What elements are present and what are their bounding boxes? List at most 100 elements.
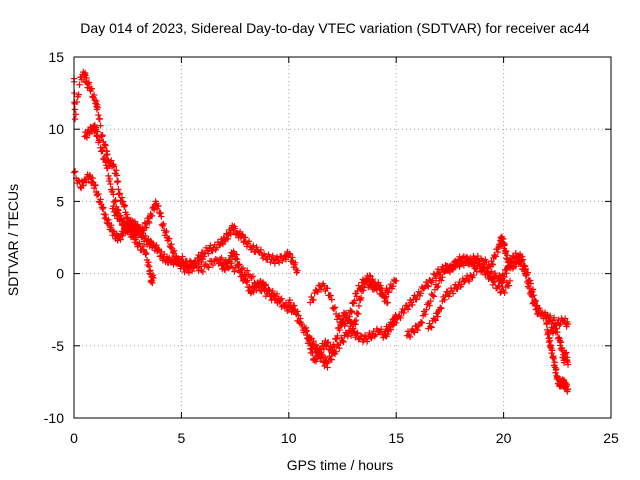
data-point-interp [421, 311, 429, 318]
data-point-interp [464, 276, 472, 284]
data-point-interp [95, 111, 102, 119]
data-point-interp [523, 271, 530, 279]
data-point-interp [92, 181, 99, 189]
data-point-interp [488, 260, 496, 268]
data-point-interp [249, 273, 257, 280]
data-point-interp [97, 144, 104, 151]
x-tick-label: 15 [388, 430, 404, 446]
data-point-interp [413, 296, 420, 303]
data-point-interp [278, 295, 285, 302]
data-point-interp [121, 202, 129, 209]
data-point-interp [466, 277, 473, 285]
data-point-interp [549, 347, 556, 354]
data-point-interp [266, 287, 273, 294]
data-point-interp [173, 253, 180, 260]
data-point-interp [397, 314, 404, 322]
data-point-interp [418, 319, 426, 327]
data-point-interp [245, 238, 253, 245]
data-point-interp [331, 343, 338, 350]
data-point-interp [417, 318, 425, 326]
data-point-interp [279, 257, 286, 265]
data-point-interp [522, 272, 529, 279]
data-point-interp [186, 257, 194, 265]
data-point-interp [101, 214, 108, 222]
data-point-interp [424, 282, 431, 289]
data-point-interp [546, 337, 553, 344]
data-point-interp [91, 182, 98, 189]
data-point-interp [491, 251, 498, 259]
data-point-interp [149, 204, 156, 212]
data-point-interp [345, 327, 353, 334]
data-point-interp [428, 324, 435, 331]
data-point-interp [470, 271, 477, 279]
data-point-interp [328, 356, 335, 363]
data-point-interp [304, 334, 311, 342]
data-point-interp [332, 348, 340, 355]
data-point-interp [292, 259, 299, 267]
data-point-interp [352, 316, 360, 324]
data-point-interp [80, 182, 87, 189]
x-tick-label: 25 [603, 430, 619, 446]
data-point-interp [549, 330, 557, 337]
data-point-interp [427, 297, 434, 305]
data-point-interp [232, 255, 240, 262]
data-point-interp [328, 296, 335, 303]
data-point-interp [475, 260, 483, 267]
data-point-interp [224, 235, 232, 243]
data-point-interp [546, 312, 554, 320]
data-point-interp [553, 325, 560, 332]
data-point-interp [430, 293, 437, 300]
data-point [298, 320, 305, 328]
data-point-interp [96, 137, 103, 144]
data-point [225, 257, 232, 264]
data-point-interp [501, 273, 508, 281]
ticks-layer: 0 5 10 15 20 25 -10 -5 0 5 10 15 [44, 49, 619, 446]
data-point-interp [449, 290, 457, 297]
data-point-interp [550, 314, 558, 321]
data-point-interp [73, 98, 81, 106]
data-point-interp [404, 306, 412, 313]
data-point-interp [96, 115, 103, 122]
data-point-interp [336, 344, 343, 352]
data-point-interp [314, 288, 321, 296]
data-point-interp [275, 259, 283, 266]
data-point [313, 287, 320, 295]
data-point-interp [357, 286, 364, 293]
data-point-interp [209, 247, 216, 255]
data-point-interp [411, 329, 418, 336]
data-point-interp [333, 335, 340, 343]
data-point [111, 198, 119, 205]
data-point-interp [89, 174, 96, 182]
data-point-interp [474, 252, 482, 260]
data-point-interp [282, 252, 289, 260]
data-point-interp [261, 282, 269, 289]
data-point-interp [134, 221, 141, 228]
data-point-interp [205, 250, 212, 257]
data-point-interp [357, 294, 365, 302]
data-point-interp [295, 312, 302, 319]
data-point-interp [358, 333, 366, 340]
data-point [504, 263, 512, 270]
data-point-interp [484, 269, 491, 276]
data-point-interp [544, 311, 551, 319]
data-point-interp [338, 334, 345, 342]
data-point-interp [143, 224, 150, 231]
data-point-interp [179, 253, 186, 260]
data-point-interp [125, 223, 133, 230]
data-points-layer [70, 68, 572, 395]
data-point-interp [91, 96, 98, 104]
data-point [442, 292, 449, 299]
data-point-interp [93, 192, 101, 199]
data-point-interp [554, 373, 561, 380]
data-point-interp [368, 334, 375, 342]
data-point-interp [199, 268, 207, 276]
data-point [203, 263, 211, 270]
data-point-interp [113, 167, 120, 174]
data-point-interp [289, 254, 296, 261]
data-point-interp [352, 321, 359, 328]
data-point-interp [498, 278, 505, 286]
data-point-interp [310, 296, 317, 304]
data-point-interp [331, 304, 339, 311]
data-point-interp [371, 279, 378, 287]
data-point [94, 133, 101, 140]
